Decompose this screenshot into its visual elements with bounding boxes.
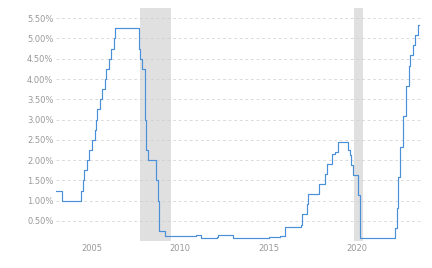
Bar bbox=[140, 8, 171, 241]
Bar bbox=[354, 8, 363, 241]
